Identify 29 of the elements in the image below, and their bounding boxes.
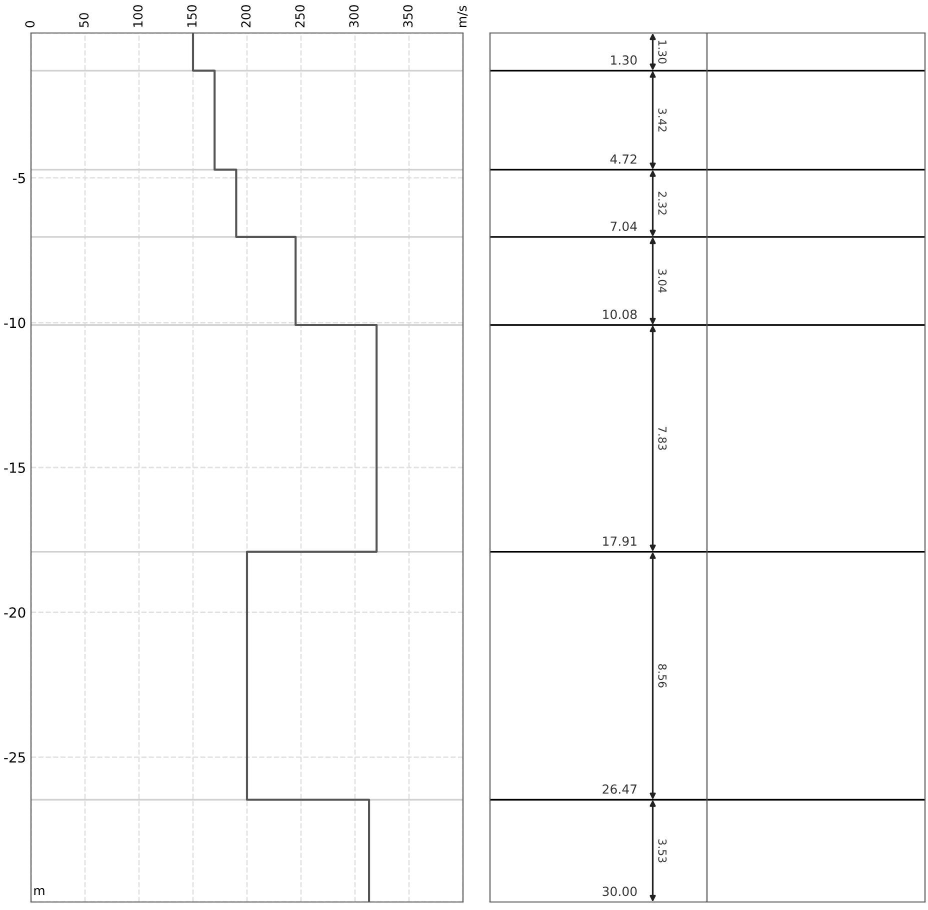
text: 7.04 (610, 222, 637, 232)
y-tick-label: -10 (4, 318, 26, 328)
text: 4.72 (610, 154, 636, 164)
y-tick-label: -5 (12, 172, 25, 184)
x-tick-label: 200 (241, 5, 251, 28)
text: 3.42 (658, 108, 667, 132)
x-tick-label: m/s (457, 6, 468, 28)
text: 1.30 (658, 40, 667, 64)
y-tick-label: -25 (4, 752, 25, 763)
text: 1.30 (611, 55, 637, 65)
text: 10.08 (603, 310, 637, 320)
text: 8.56 (658, 664, 667, 688)
x-tick-label: 350 (403, 5, 413, 28)
y-tick-label: -15 (4, 462, 25, 473)
x-tick-label: 150 (187, 5, 197, 27)
text: 30.00 (602, 886, 637, 896)
x-tick-label: 100 (133, 5, 143, 27)
text: 26.47 (602, 784, 636, 794)
text: 17.91 (603, 536, 636, 546)
x-tick-label: 0 (25, 21, 35, 28)
y-axis-title: m (34, 888, 44, 896)
text: 2.32 (658, 192, 667, 215)
text: 3.04 (658, 269, 667, 293)
x-tick-label: 250 (295, 5, 305, 28)
x-tick-label: 300 (349, 5, 359, 28)
x-tick-label: 50 (79, 13, 89, 28)
text: 7.83 (658, 426, 667, 450)
y-tick-label: -20 (4, 607, 26, 618)
text: 3.53 (658, 839, 667, 862)
